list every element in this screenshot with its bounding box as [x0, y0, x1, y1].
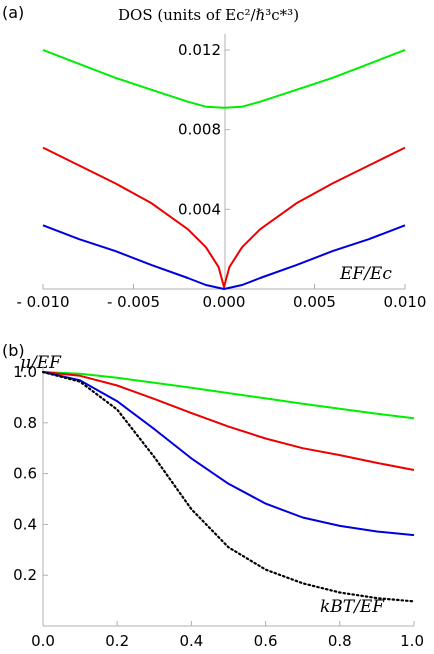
panel-b-y-tick-label: 0.4: [13, 515, 37, 533]
panel-b-x-tick-label: 0.2: [105, 632, 129, 650]
panel-a-x-tick-label: - 0.005: [107, 293, 160, 311]
panel-a-title: DOS (units of Ec²/ℏ³c*³): [118, 6, 299, 24]
panel-b-x-tick-label: 0.6: [254, 632, 278, 650]
panel-b-x-ticks: 0.0 0.2 0.4 0.6 0.8 1.0: [31, 621, 424, 650]
panel-b-chemical-potential-chart: (b) μ/EF kBT/EF 0.0 0.2 0.4 0.6 0.8 1.0 0.20.…: [2, 341, 424, 650]
panel-b-x-tick-label: 0.8: [328, 632, 352, 650]
panel-a-dos-chart: (a) DOS (units of Ec²/ℏ³c*³) EF/Ec - 0.0…: [2, 3, 426, 311]
panel-a-x-axis-label: EF/Ec: [339, 264, 392, 284]
panel-b-x-tick-label: 1.0: [400, 632, 424, 650]
panel-b-x-axis-label: kBT/EF: [320, 597, 385, 617]
panel-b-series-group: [41, 370, 416, 603]
panel-a-label: (a): [2, 3, 24, 22]
panel-a-x-ticks: - 0.010 - 0.005 0.000 0.005 0.010: [16, 284, 426, 311]
panel-b-series-line-0: [42, 371, 415, 420]
panel-a-y-tick-label: 0.008: [178, 121, 221, 139]
panel-a-series-line-2: [42, 224, 406, 290]
panel-a-y-tick-label: 0.004: [178, 200, 221, 218]
panel-b-series-line-3: [41, 370, 416, 603]
panel-a-x-tick-label: - 0.010: [16, 293, 69, 311]
panel-a-y-tick-label: 0.012: [178, 41, 221, 59]
panel-a-y-ticks: 0.004 0.008 0.012: [178, 41, 230, 218]
panel-a-series-line-0: [42, 48, 406, 109]
panel-b-y-tick-label: 0.2: [13, 566, 37, 584]
panel-a-x-tick-label: 0.010: [384, 293, 427, 311]
panel-b-series-line-1: [42, 371, 415, 471]
panel-a-x-tick-label: 0.005: [293, 293, 336, 311]
panel-b-x-tick-label: 0.4: [179, 632, 203, 650]
panel-b-y-tick-label: 0.8: [13, 414, 37, 432]
panel-b-y-tick-label: 0.6: [13, 465, 37, 483]
panel-b-label: (b): [2, 341, 25, 360]
panel-b-y-tick-label: 1.0: [13, 363, 37, 381]
panel-a-x-tick-label: 0.000: [203, 293, 246, 311]
panel-b-y-ticks: 0.2 0.4 0.6 0.8 1.0: [13, 363, 48, 584]
panel-b-y-axis-label: μ/EF: [20, 353, 62, 373]
panel-b-series-line-2: [42, 371, 415, 537]
panel-b-x-tick-label: 0.0: [31, 632, 55, 650]
panel-a-series-line-1: [42, 146, 406, 288]
panel-a-series-group: [42, 48, 406, 290]
